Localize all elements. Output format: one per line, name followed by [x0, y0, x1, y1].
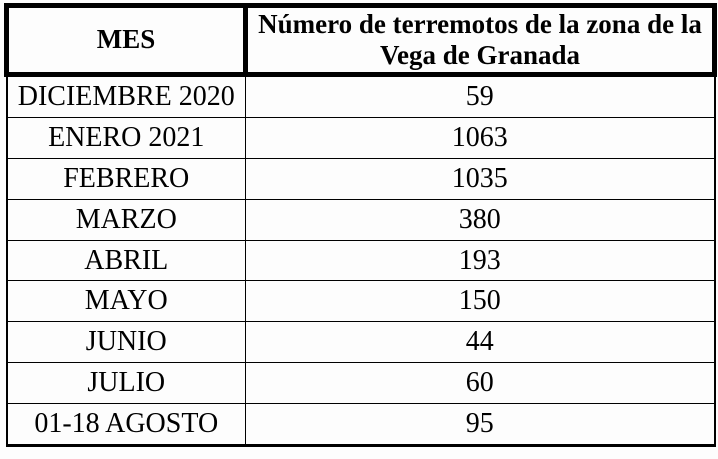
count-cell: 380 — [245, 198, 716, 241]
table-header-row: MES Número de terremotos de la zona de l… — [4, 3, 717, 77]
month-cell: FEBRERO — [5, 157, 246, 200]
count-cell: 1035 — [245, 157, 716, 200]
header-cell-mes: MES — [4, 3, 248, 77]
month-cell: MAYO — [5, 280, 246, 323]
month-cell: JUNIO — [5, 321, 246, 364]
count-cell: 59 — [245, 74, 716, 118]
count-cell: 95 — [245, 403, 716, 448]
header-row: MES Número de terremotos de la zona de l… — [4, 3, 717, 77]
month-cell: MARZO — [5, 198, 246, 241]
table-row: ABRIL 193 — [5, 239, 716, 282]
month-cell: ENERO 2021 — [5, 116, 246, 159]
table-row: MAYO 150 — [5, 280, 716, 323]
table-row: 01-18 AGOSTO 95 — [5, 403, 716, 448]
month-cell: 01-18 AGOSTO — [5, 403, 246, 448]
count-cell: 44 — [245, 321, 716, 364]
table-body: DICIEMBRE 2020 59 ENERO 2021 1063 FEBRER… — [5, 74, 716, 448]
header-cell-numero: Número de terremotos de la zona de la Ve… — [243, 3, 717, 77]
table-row: JULIO 60 — [5, 362, 716, 405]
month-cell: ABRIL — [5, 239, 246, 282]
month-cell: JULIO — [5, 362, 246, 405]
table-row: JUNIO 44 — [5, 321, 716, 364]
count-cell: 1063 — [245, 116, 716, 159]
header-label-mes: MES — [96, 24, 156, 55]
count-cell: 60 — [245, 362, 716, 405]
count-cell: 193 — [245, 239, 716, 282]
table-row: ENERO 2021 1063 — [5, 116, 716, 159]
table-row: MARZO 380 — [5, 198, 716, 241]
table-row: DICIEMBRE 2020 59 — [5, 74, 716, 118]
month-cell: DICIEMBRE 2020 — [5, 74, 246, 118]
header-label-numero: Número de terremotos de la zona de la Ve… — [258, 8, 702, 70]
earthquake-count-table: MES Número de terremotos de la zona de l… — [4, 3, 717, 448]
count-cell: 150 — [245, 280, 716, 323]
table-row: FEBRERO 1035 — [5, 157, 716, 200]
